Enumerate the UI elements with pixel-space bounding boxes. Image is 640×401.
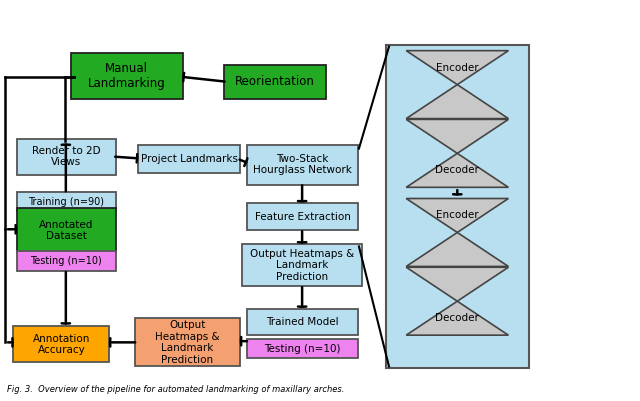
FancyBboxPatch shape — [138, 144, 240, 172]
Text: Output Heatmaps &
Landmark
Prediction: Output Heatmaps & Landmark Prediction — [250, 249, 355, 282]
Polygon shape — [406, 301, 508, 335]
FancyBboxPatch shape — [246, 203, 358, 231]
Text: Render to 2D
Views: Render to 2D Views — [32, 146, 100, 167]
Text: Fig. 3.  Overview of the pipeline for automated landmarking of maxillary arches.: Fig. 3. Overview of the pipeline for aut… — [7, 385, 344, 394]
FancyBboxPatch shape — [246, 339, 358, 358]
FancyBboxPatch shape — [242, 245, 362, 286]
Polygon shape — [406, 198, 508, 233]
Text: Annotation
Accuracy: Annotation Accuracy — [33, 334, 90, 355]
Polygon shape — [406, 153, 508, 187]
Text: Project Landmarks: Project Landmarks — [141, 154, 237, 164]
FancyBboxPatch shape — [71, 53, 182, 99]
Polygon shape — [406, 51, 508, 85]
FancyBboxPatch shape — [13, 326, 109, 363]
FancyBboxPatch shape — [224, 65, 326, 99]
Text: Testing (n=10): Testing (n=10) — [264, 344, 340, 354]
Text: Decoder: Decoder — [435, 165, 479, 175]
Text: Decoder: Decoder — [435, 313, 479, 323]
FancyBboxPatch shape — [17, 209, 116, 253]
Text: Reorientation: Reorientation — [236, 75, 316, 88]
Text: Manual
Landmarking: Manual Landmarking — [88, 62, 166, 89]
Text: Feature Extraction: Feature Extraction — [255, 212, 350, 222]
Polygon shape — [406, 85, 508, 119]
Text: Annotated
Dataset: Annotated Dataset — [39, 220, 93, 241]
Polygon shape — [406, 119, 508, 153]
FancyBboxPatch shape — [246, 309, 358, 335]
Polygon shape — [406, 267, 508, 301]
FancyBboxPatch shape — [135, 318, 240, 367]
Polygon shape — [406, 233, 508, 266]
Text: Trained Model: Trained Model — [266, 317, 339, 327]
FancyBboxPatch shape — [17, 192, 116, 211]
FancyBboxPatch shape — [17, 251, 116, 271]
Text: Output
Heatmaps &
Landmark
Prediction: Output Heatmaps & Landmark Prediction — [155, 320, 220, 365]
Text: Encoder: Encoder — [436, 63, 479, 73]
Text: Encoder: Encoder — [436, 211, 479, 221]
Text: Two-Stack
Hourglass Network: Two-Stack Hourglass Network — [253, 154, 352, 175]
FancyBboxPatch shape — [386, 45, 529, 369]
FancyBboxPatch shape — [246, 144, 358, 184]
Text: Training (n=90): Training (n=90) — [28, 197, 104, 207]
FancyBboxPatch shape — [17, 139, 116, 174]
Text: Testing (n=10): Testing (n=10) — [30, 256, 102, 266]
